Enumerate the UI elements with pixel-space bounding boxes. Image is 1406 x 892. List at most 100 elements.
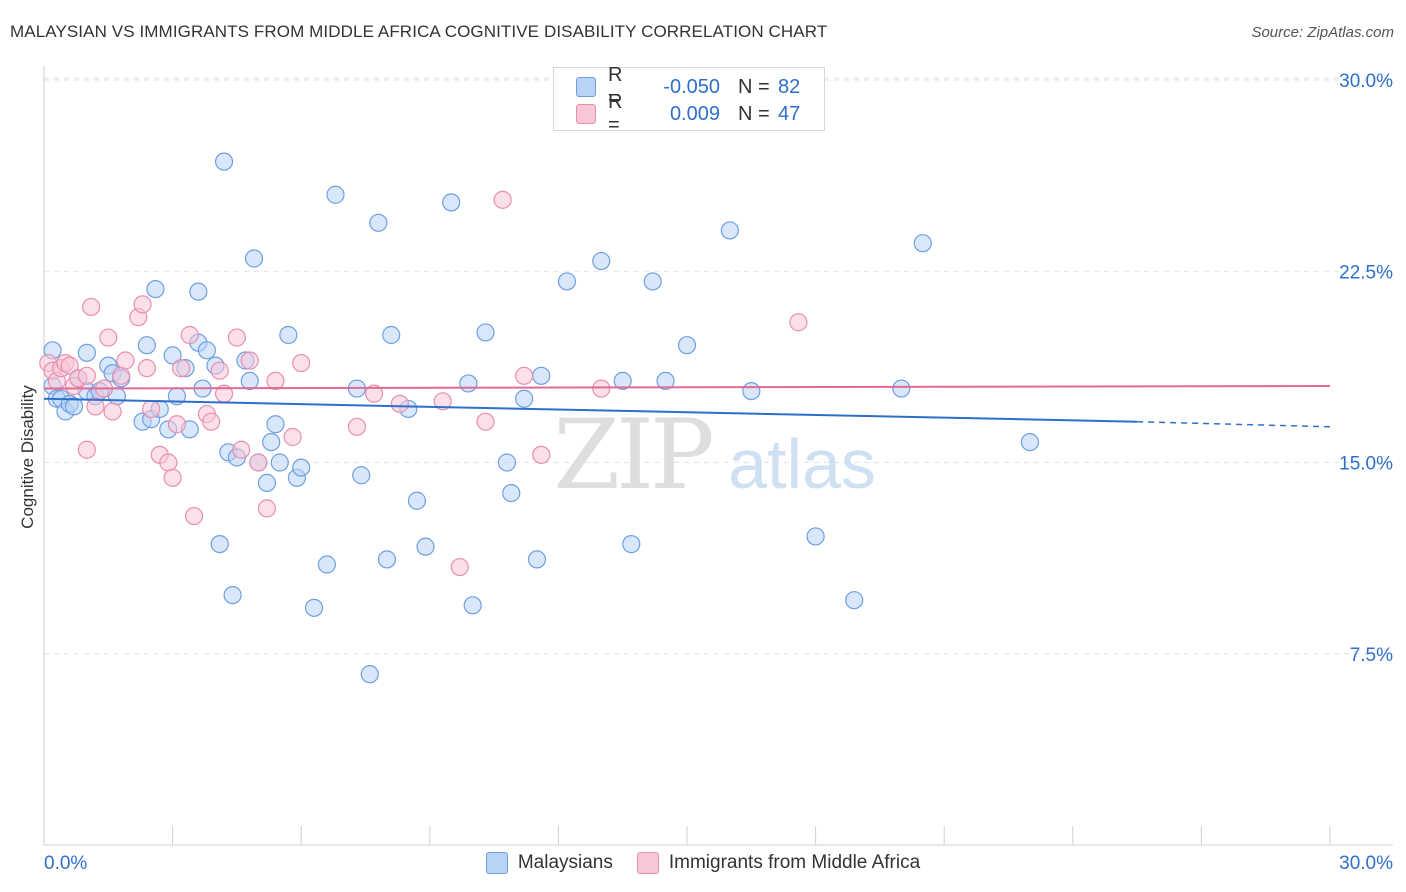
malaysians-point [742,382,761,401]
legend-item-malaysians[interactable]: Malaysians [485,852,613,874]
legend-label-malaysians: Malaysians [517,852,613,873]
malaysians-point [146,280,165,299]
series-legend: Malaysians Immigrants from Middle Africa [0,852,1406,874]
immigrants-point [60,356,79,375]
source-label: Source: ZipAtlas.com [1251,24,1394,41]
malaysians-point [240,371,259,390]
immigrants-point [142,399,161,419]
legend-row-malaysians: R = -0.050 N = 82 [576,64,801,109]
immigrants-point [137,359,156,378]
immigrants-point [347,417,367,436]
legend-item-immigrants[interactable]: Immigrants from Middle Africa [636,852,921,874]
immigrants-point [180,325,199,345]
x-tick-label-min: 0.0% [44,853,87,874]
y-tick-label: 22.5% [1339,262,1393,283]
malaysians-point [592,251,611,271]
malaysians-points [43,152,1040,684]
malaysians-point [459,374,478,393]
y-tick-label: 30.0% [1339,71,1393,92]
legend-swatch-immigrants [636,852,659,874]
immigrants-point [232,440,251,459]
immigrants-point [77,366,96,385]
immigrants-point [202,412,221,431]
immigrants-point [167,415,186,434]
malaysians-point [557,272,577,291]
chart-title: MALAYSIAN VS IMMIGRANTS FROM MIDDLE AFRI… [10,22,828,41]
malaysians-point [266,415,285,434]
malaysians-point [352,466,371,485]
immigrants-point [283,427,302,447]
immigrants-point [493,190,512,209]
y-tick-label: 7.5% [1350,645,1393,666]
r-label: R = [608,64,623,109]
legend-swatch-malaysians [576,77,596,97]
immigrants-point [390,394,409,413]
malaysians-point [407,491,427,510]
immigrants-point [82,297,101,317]
legend-row-immigrants: R = 0.009 N = 47 [576,91,801,136]
malaysians-point [210,534,229,554]
immigrants-trend-line [43,385,1331,390]
malaysians-point [913,234,932,253]
malaysians-point [1020,433,1040,452]
immigrants-point [257,499,277,518]
malaysians-point [845,591,864,610]
malaysians-point [377,550,397,569]
immigrants-point [266,371,285,390]
immigrants-point [240,351,259,370]
malaysians-point [64,397,84,416]
n-value-malaysians: 82 [778,75,801,98]
malaysians-point [416,537,435,556]
watermark: ZIP atlas [553,399,876,511]
immigrants-point [133,295,152,314]
malaysians-point [613,371,632,390]
n-label: N = [738,102,770,125]
axes [43,66,1393,846]
malaysians-point [677,336,697,355]
n-value-immigrants: 47 [778,102,801,125]
legend-label-immigrants: Immigrants from Middle Africa [668,852,921,873]
immigrants-point [450,557,469,577]
x-tick-label-max: 30.0% [1339,853,1393,874]
n-label: N = [738,75,770,98]
malaysians-point [515,389,534,408]
watermark-atlas: atlas [728,425,876,503]
malaysians-point [442,193,461,212]
malaysians-point [163,346,182,365]
immigrants-point [789,313,808,332]
malaysians-point [77,343,96,362]
malaysians-point [244,249,264,268]
immigrants-point [159,453,178,472]
immigrants-point [292,353,311,373]
immigrants-point [515,366,534,385]
malaysians-point [137,336,156,355]
malaysians-point [382,325,401,345]
malaysians-point [223,585,242,605]
malaysians-point [197,341,216,360]
immigrants-point [103,402,122,421]
immigrants-point [86,397,105,416]
y-tick-labels: 7.5% 15.0% 22.5% 30.0% [1339,71,1393,666]
immigrants-point [210,361,229,380]
immigrants-point [99,328,118,347]
malaysians-point [360,665,379,684]
immigrants-point [172,359,191,378]
malaysians-point [806,527,825,546]
immigrants-points [39,190,808,577]
immigrants-point [112,366,131,385]
malaysians-point [369,213,388,232]
malaysians-point [527,550,547,569]
malaysians-point [326,185,345,204]
malaysians-point [292,458,311,477]
immigrants-point [592,379,611,398]
malaysians-point [463,596,482,615]
malaysians-point [656,371,675,390]
malaysians-trend-line [43,397,1138,423]
r-value-immigrants: 0.009 [669,102,720,125]
immigrants-point [227,328,246,347]
immigrants-point [476,412,495,431]
malaysians-point [892,379,911,398]
malaysians-point [279,325,298,345]
immigrants-point [163,468,182,487]
